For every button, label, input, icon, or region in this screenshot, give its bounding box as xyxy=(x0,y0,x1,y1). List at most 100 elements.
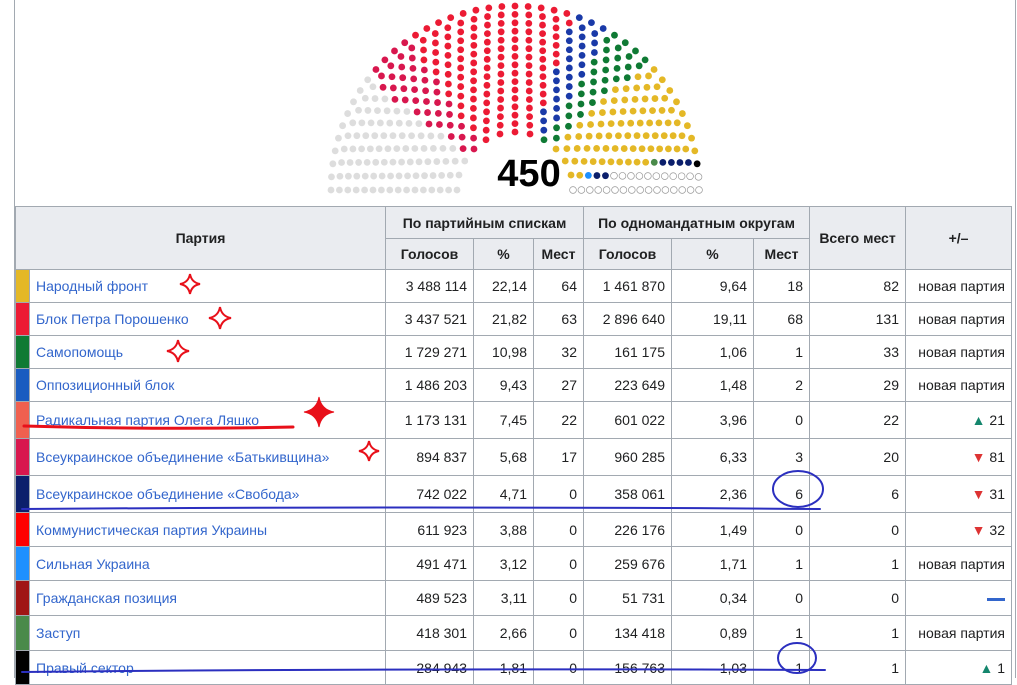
seat-dot xyxy=(412,31,419,39)
seat-dot xyxy=(575,14,583,21)
party-name-link[interactable]: Самопомощь xyxy=(36,344,124,360)
seat-dot xyxy=(625,158,632,166)
party-name-link[interactable]: Коммунистическая партия Украины xyxy=(36,521,268,538)
seat-dot xyxy=(444,42,452,50)
list-votes-cell: 1 486 203 xyxy=(385,368,474,402)
seat-dot xyxy=(603,36,611,44)
seat-dot xyxy=(639,107,647,115)
change-value: 31 xyxy=(989,486,1005,502)
seat-dot xyxy=(424,109,431,116)
party-name-link[interactable]: Народный фронт xyxy=(36,278,149,294)
seat-dot xyxy=(483,90,491,98)
seat-dot xyxy=(612,75,620,83)
header-list-votes: Голосов xyxy=(385,238,474,270)
seat-dot xyxy=(422,87,429,95)
seat-dot xyxy=(621,96,629,104)
seat-dot xyxy=(539,30,546,38)
seat-dot xyxy=(511,27,519,35)
seat-dot xyxy=(444,61,452,69)
seat-dot xyxy=(656,145,664,153)
seat-dot xyxy=(380,158,388,166)
seat-dot xyxy=(539,64,547,72)
seat-dot xyxy=(553,124,560,132)
seat-dot xyxy=(649,107,656,114)
seat-dot xyxy=(651,95,659,102)
seat-dot xyxy=(565,92,573,100)
seat-dot xyxy=(457,83,465,90)
results-table: Партия По партийным спискам По одноманда… xyxy=(15,206,1012,685)
party-name-link[interactable]: Заступ xyxy=(36,625,81,641)
seat-dot xyxy=(611,31,618,39)
seat-dot xyxy=(571,157,579,165)
change-cell: ▼ 31 xyxy=(905,475,1012,513)
seat-dot xyxy=(451,157,459,165)
seat-dot xyxy=(388,73,396,81)
party-name-link[interactable]: Радикальная партия Олега Ляшко xyxy=(36,412,260,428)
district-pct-cell: 1,49 xyxy=(671,512,754,547)
party-name-cell: Радикальная партия Олега Ляшко xyxy=(29,401,386,439)
seat-dot xyxy=(457,64,465,72)
list-votes-cell: 611 923 xyxy=(385,512,474,547)
party-name-link[interactable]: Оппозиционный блок xyxy=(36,377,175,393)
seat-dot xyxy=(525,11,533,19)
seat-dot xyxy=(470,86,477,94)
change-cell xyxy=(905,580,1012,616)
seat-dot xyxy=(540,108,547,116)
list-pct-cell: 7,45 xyxy=(473,401,534,439)
party-name-link[interactable]: Всеукраинское объединение «Свобода» xyxy=(36,486,300,502)
seat-dot xyxy=(511,86,519,94)
seat-dot xyxy=(470,24,478,32)
seat-dot xyxy=(432,39,439,47)
seat-dot xyxy=(429,145,437,152)
party-name-link[interactable]: Правый сектор xyxy=(36,659,134,676)
seat-dot xyxy=(580,157,588,165)
seat-dot xyxy=(433,88,441,96)
seat-dot xyxy=(670,186,678,194)
district-votes-cell: 601 022 xyxy=(583,401,672,439)
seat-dot xyxy=(602,186,611,194)
party-name-cell: Коммунистическая партия Украины xyxy=(29,512,386,547)
seat-dot xyxy=(655,119,663,127)
party-row: Заступ 418 301 2,66 0 134 418 0,89 1 1 новая пар… xyxy=(15,615,1012,651)
seat-dot xyxy=(678,110,686,117)
seat-dot xyxy=(511,61,519,69)
seat-dot xyxy=(511,53,519,60)
seat-dot xyxy=(539,47,547,55)
party-name-link[interactable]: Гражданская позиция xyxy=(36,590,177,606)
party-row: Народный фронт 3 488 114 22,14 64 1 461 870 9… xyxy=(15,269,1012,303)
seat-dot xyxy=(565,28,573,36)
seat-dot xyxy=(634,73,642,81)
seat-dot xyxy=(384,145,392,153)
seat-dot xyxy=(361,94,369,102)
list-votes-cell: 1 173 131 xyxy=(385,401,474,439)
seat-dot xyxy=(387,62,395,70)
list-seats-cell: 27 xyxy=(533,368,584,402)
seat-dot xyxy=(525,79,533,86)
seat-dot xyxy=(678,186,686,194)
party-name-link[interactable]: Всеукраинское объединение «Батькивщина» xyxy=(36,449,330,465)
seat-dot xyxy=(444,51,452,59)
seat-dot xyxy=(593,172,601,179)
seat-dot xyxy=(391,47,398,55)
party-name-link[interactable]: Сильная Украина xyxy=(36,555,150,572)
total-seats-cell: 0 xyxy=(809,512,906,547)
total-seats-cell: 1 xyxy=(809,546,906,581)
seat-dot xyxy=(633,158,641,166)
party-color-swatch xyxy=(15,401,30,439)
seat-dot xyxy=(569,186,577,194)
seat-dot xyxy=(398,132,406,140)
seat-dot xyxy=(598,158,606,166)
seat-dot xyxy=(459,145,467,153)
header-district-votes: Голосов xyxy=(583,238,672,270)
seat-dot xyxy=(636,186,644,194)
total-seats-label: 450 xyxy=(497,153,561,195)
seat-dot xyxy=(561,157,569,165)
seat-dot xyxy=(652,172,661,180)
seat-dot xyxy=(539,21,546,29)
seat-dot xyxy=(633,132,641,140)
seat-dot xyxy=(381,56,389,64)
seat-dot xyxy=(526,104,533,112)
party-color-swatch xyxy=(15,335,30,369)
party-name-link[interactable]: Блок Петра Порошенко xyxy=(36,311,189,327)
seat-dot xyxy=(511,11,519,18)
